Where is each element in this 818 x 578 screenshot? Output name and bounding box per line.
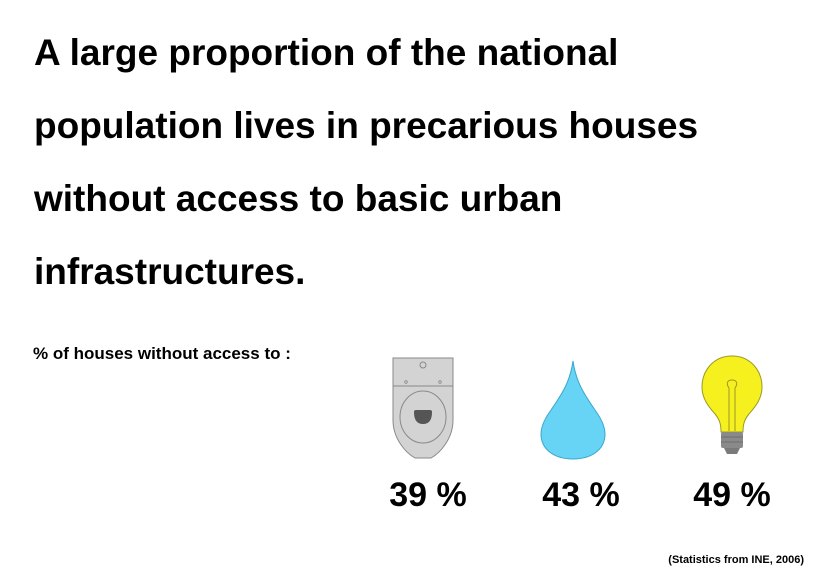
toilet-percentage: 39 % [389,476,467,514]
headline-line: population lives in precarious houses [34,105,699,146]
headline-line: A large proportion of the national [34,32,619,73]
headline-line: infrastructures. [34,251,306,292]
water-percentage: 43 % [542,476,620,514]
headline-line: without access to basic urban [34,178,563,219]
source-note: (Statistics from INE, 2006) [668,554,804,566]
headline: A large proportion of the national popul… [34,16,804,308]
electricity-percentage: 49 % [693,476,771,514]
subheading: % of houses without access to : [33,344,291,363]
light-bulb-icon [701,355,763,454]
water-drop-icon [540,360,606,460]
toilet-icon [392,357,454,459]
